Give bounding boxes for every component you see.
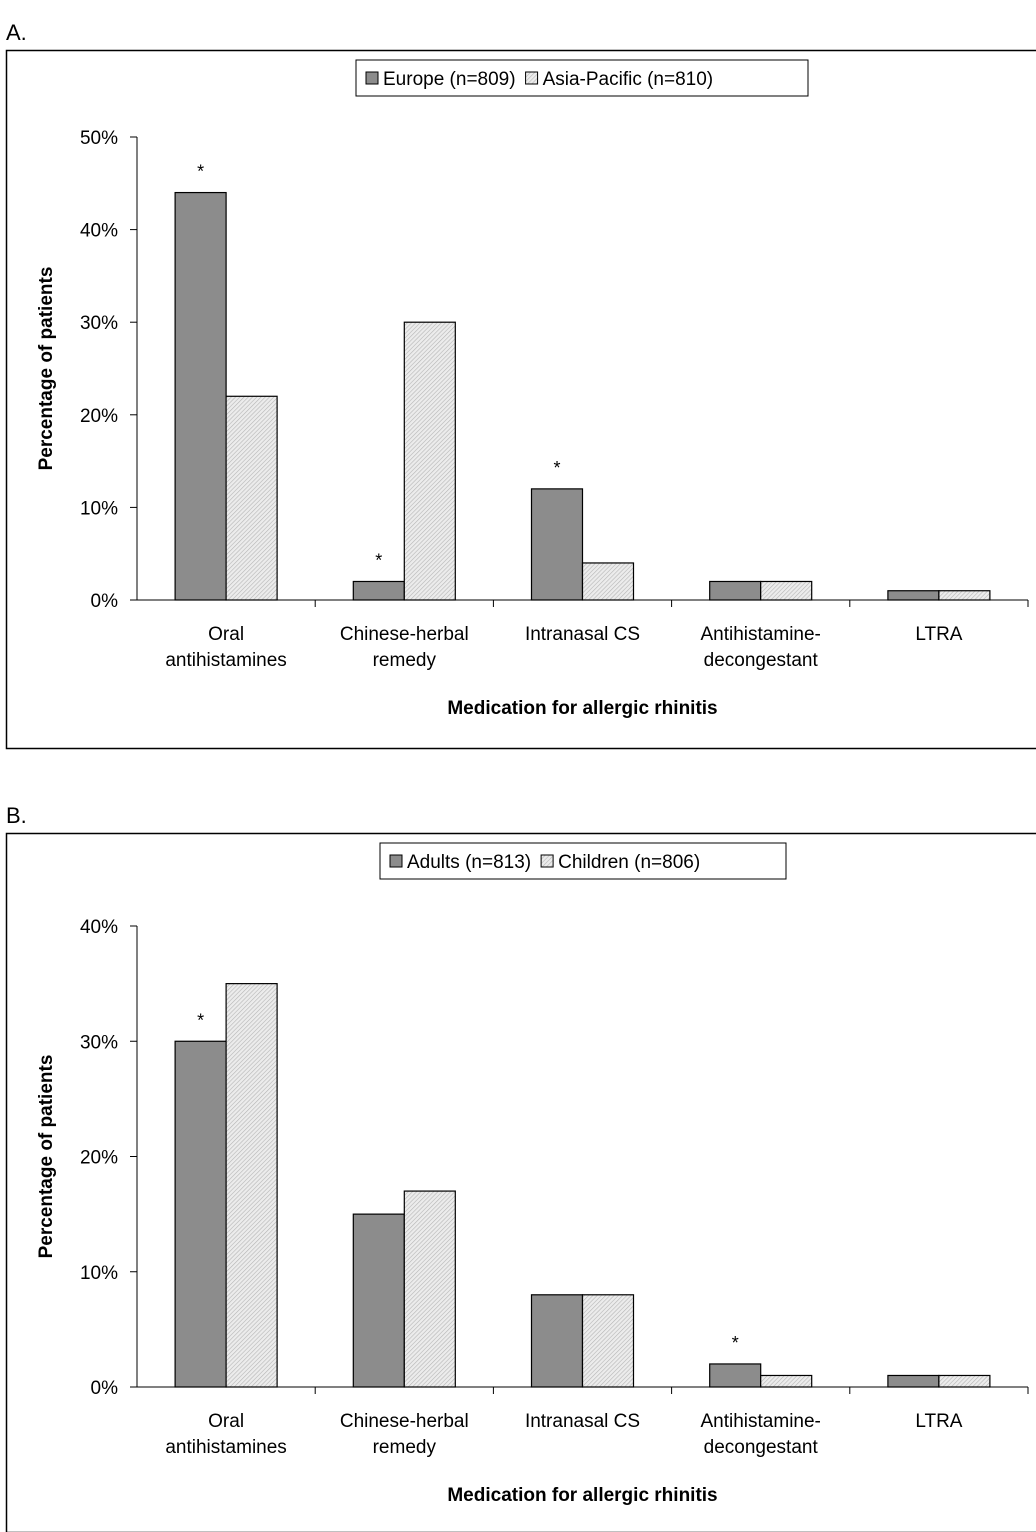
bar-series2-cat2 bbox=[403, 1190, 456, 1388]
x-tick-label: Chinese-herbal bbox=[340, 1411, 469, 1432]
y-tick-label: 40% bbox=[80, 221, 118, 242]
bar-series1-cat3 bbox=[530, 1294, 584, 1388]
bar-series1-cat2 bbox=[352, 1213, 405, 1388]
y-tick-label: 30% bbox=[80, 1032, 118, 1053]
panel-label: B. bbox=[6, 803, 27, 828]
x-tick-label: antihistamines bbox=[165, 650, 286, 671]
chart-border bbox=[5, 832, 1036, 1532]
x-tick-label: Oral bbox=[208, 624, 244, 645]
y-tick-label: 30% bbox=[80, 313, 118, 334]
bar-series2-cat5 bbox=[938, 590, 991, 601]
legend-label: Children (n=806) bbox=[558, 852, 700, 873]
legend-swatch bbox=[365, 71, 379, 85]
bar-series2-cat1 bbox=[225, 395, 278, 601]
chart-border bbox=[5, 49, 1036, 750]
significance-marker: * bbox=[197, 162, 204, 182]
significance-marker: * bbox=[375, 550, 382, 570]
x-tick-label: Oral bbox=[208, 1411, 244, 1432]
bar-series1-cat5 bbox=[887, 590, 940, 601]
bar-series2-cat5 bbox=[938, 1374, 991, 1388]
legend-label: Adults (n=813) bbox=[407, 852, 531, 873]
y-tick-label: 20% bbox=[80, 1148, 118, 1169]
bar-series1-cat1 bbox=[174, 191, 227, 601]
legend-swatch bbox=[540, 854, 554, 868]
legend-swatch bbox=[389, 854, 403, 868]
legend-swatch bbox=[525, 71, 539, 85]
x-tick-label: Antihistamine- bbox=[701, 624, 821, 645]
legend: Adults (n=813) Children (n=806) bbox=[379, 842, 787, 880]
bar-series1-cat3 bbox=[530, 488, 584, 601]
x-tick-label: Intranasal CS bbox=[525, 624, 640, 645]
x-tick-label: remedy bbox=[373, 650, 437, 671]
y-tick-label: 40% bbox=[80, 917, 118, 938]
bar-series2-cat3 bbox=[581, 562, 635, 601]
x-tick-label: LTRA bbox=[915, 624, 962, 645]
significance-marker: * bbox=[197, 1010, 204, 1030]
bar-series1-cat5 bbox=[887, 1374, 940, 1388]
x-tick-label: LTRA bbox=[915, 1411, 962, 1432]
legend-box bbox=[379, 842, 787, 880]
y-tick-label: 50% bbox=[80, 128, 118, 149]
x-tick-label: Intranasal CS bbox=[525, 1411, 640, 1432]
legend-box bbox=[355, 59, 809, 97]
bar-series1-cat4 bbox=[709, 1363, 762, 1388]
x-tick-label: decongestant bbox=[704, 650, 819, 671]
bar-series2-cat3 bbox=[581, 1294, 635, 1388]
legend: Europe (n=809) Asia-Pacific (n=810) bbox=[355, 59, 809, 97]
x-axis-title: Medication for allergic rhinitis bbox=[447, 698, 717, 719]
x-tick-label: remedy bbox=[373, 1437, 437, 1458]
x-tick-label: decongestant bbox=[704, 1437, 819, 1458]
y-tick-label: 10% bbox=[80, 498, 118, 519]
y-tick-label: 0% bbox=[91, 1378, 119, 1399]
bar-series1-cat2 bbox=[352, 580, 405, 601]
panel-label: A. bbox=[6, 20, 27, 45]
x-tick-label: antihistamines bbox=[165, 1437, 286, 1458]
y-axis-title: Percentage of patients bbox=[36, 267, 57, 471]
y-tick-label: 10% bbox=[80, 1263, 118, 1284]
bar-series1-cat4 bbox=[709, 580, 762, 601]
chart-panel-b: B. Adults (n=813) Children (n=806) 0% 10% 20%… bbox=[5, 803, 1036, 1532]
x-axis-title: Medication for allergic rhinitis bbox=[447, 1485, 717, 1506]
bar-series2-cat1 bbox=[225, 983, 278, 1388]
bar-series2-cat4 bbox=[760, 580, 813, 601]
significance-marker: * bbox=[553, 458, 560, 478]
bar-series2-cat4 bbox=[760, 1374, 813, 1388]
y-tick-label: 20% bbox=[80, 406, 118, 427]
significance-marker: * bbox=[732, 1333, 739, 1353]
legend-label: Europe (n=809) bbox=[383, 69, 516, 90]
bar-series2-cat2 bbox=[403, 321, 456, 601]
bar-series1-cat1 bbox=[174, 1040, 227, 1388]
y-axis-title: Percentage of patients bbox=[36, 1055, 57, 1259]
legend-label: Asia-Pacific (n=810) bbox=[543, 69, 714, 90]
x-tick-label: Chinese-herbal bbox=[340, 624, 469, 645]
y-tick-label: 0% bbox=[91, 591, 119, 612]
x-tick-label: Antihistamine- bbox=[701, 1411, 821, 1432]
chart-panel-a: A. Europe (n=809) Asia-Pacific (n=810) 0% 10… bbox=[5, 20, 1036, 750]
